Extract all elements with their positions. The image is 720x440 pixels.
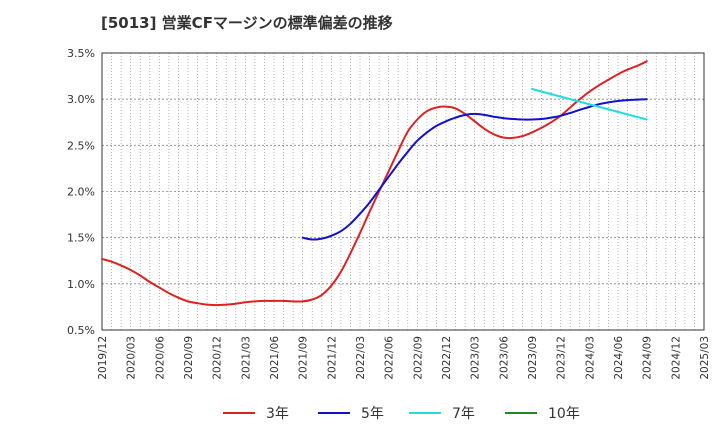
legend-label-10年: 10年 [548,406,580,422]
chart-title: [5013] 営業CFマージンの標準偏差の推移 [101,14,393,32]
y-tick-label: 2.5% [67,139,95,152]
y-tick-label: 3.0% [67,93,95,106]
x-tick-label: 2023/03 [470,336,482,380]
legend: 3年 5年 7年 10年 [223,406,580,422]
x-tick-label: 2021/03 [240,336,252,380]
x-tick-label: 2020/12 [212,336,224,380]
series-line-3年 [101,60,648,307]
y-tick-label: 0.5% [67,324,95,337]
x-tick-label: 2020/03 [126,336,138,380]
x-tick-label: 2024/09 [642,336,654,380]
x-tick-label: 2022/03 [355,336,367,380]
y-tick-label: 2.0% [67,186,95,199]
x-tick-label: 2023/06 [498,336,510,380]
plot-border [101,52,705,331]
series-line-5年 [301,98,648,241]
legend-label-5年: 5年 [361,406,384,422]
series-layer [101,60,648,307]
y-axis-ticks: 0.5% 1.0% 1.5% 2.0% 2.5% 3.0% 3.5% [67,47,95,337]
grid-layer [102,53,704,330]
legend-label-7年: 7年 [452,406,475,422]
x-tick-label: 2024/06 [613,336,625,380]
x-tick-label: 2023/09 [527,336,539,380]
y-tick-label: 3.5% [67,47,95,60]
x-tick-label: 2021/09 [298,336,310,380]
y-tick-label: 1.5% [67,232,95,245]
x-tick-label: 2022/06 [384,336,396,380]
x-tick-label: 2020/06 [154,336,166,380]
x-tick-label: 2019/12 [97,336,109,380]
y-tick-label: 1.0% [67,278,95,291]
x-tick-label: 2025/03 [699,336,711,380]
x-tick-label: 2022/12 [441,336,453,380]
legend-label-3年: 3年 [266,406,289,422]
x-tick-label: 2021/12 [326,336,338,380]
x-tick-label: 2020/09 [183,336,195,380]
series-line-7年 [531,88,648,121]
x-tick-label: 2022/09 [412,336,424,380]
x-tick-label: 2024/03 [584,336,596,380]
x-tick-label: 2021/06 [269,336,281,380]
x-axis-ticks: 2019/12 2020/03 2020/06 2020/09 2020/12 2021/… [97,336,711,380]
x-tick-label: 2023/12 [556,336,568,380]
x-tick-label: 2024/12 [670,336,682,380]
